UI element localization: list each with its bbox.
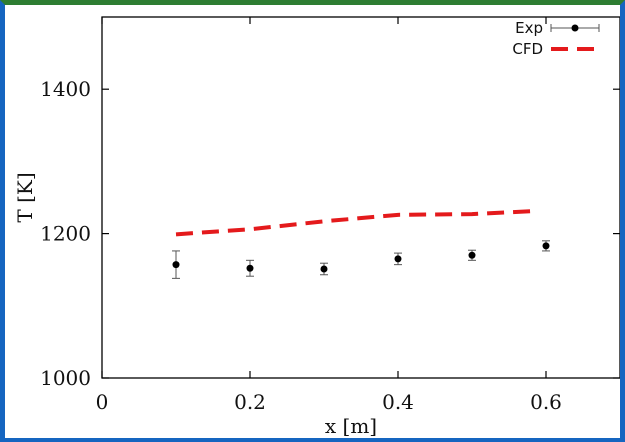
y-tick-label: 1000 <box>40 366 91 390</box>
y-tick-label: 1200 <box>40 222 91 246</box>
y-axis-label: T [K] <box>13 172 37 222</box>
exp-marker <box>394 255 402 263</box>
exp-marker <box>320 265 328 273</box>
exp-point <box>172 250 180 279</box>
series-exp <box>172 240 550 279</box>
exp-marker <box>172 261 180 269</box>
exp-marker <box>542 242 550 250</box>
series-cfd <box>175 209 532 237</box>
legend-exp-marker <box>571 24 579 32</box>
x-tick-label: 0.6 <box>530 390 562 414</box>
x-tick-label: 0 <box>96 390 109 414</box>
exp-point <box>320 262 328 276</box>
exp-marker <box>468 251 476 259</box>
exp-point <box>468 249 476 261</box>
x-axis-label: x [m] <box>325 414 377 438</box>
x-tick-label: 0.2 <box>234 390 266 414</box>
exp-point <box>542 240 550 252</box>
exp-point <box>246 259 254 277</box>
tick-labels: 0 0.2 0.4 0.6 1000 1200 1400 <box>40 77 562 414</box>
exp-marker <box>246 264 254 272</box>
cfd-line <box>175 209 532 237</box>
legend-sample-exp <box>550 24 600 32</box>
x-tick-label: 0.4 <box>382 390 414 414</box>
axis-ticks <box>101 17 620 379</box>
chart: 0 0.2 0.4 0.6 1000 1200 1400 x [m] T [K] Exp C… <box>13 16 620 438</box>
plot-area <box>101 16 620 379</box>
y-tick-label: 1400 <box>40 77 91 101</box>
legend-label-exp: Exp <box>515 19 543 37</box>
legend-label-cfd: CFD <box>512 40 543 58</box>
legend: Exp CFD <box>512 19 601 58</box>
exp-point <box>394 252 402 266</box>
